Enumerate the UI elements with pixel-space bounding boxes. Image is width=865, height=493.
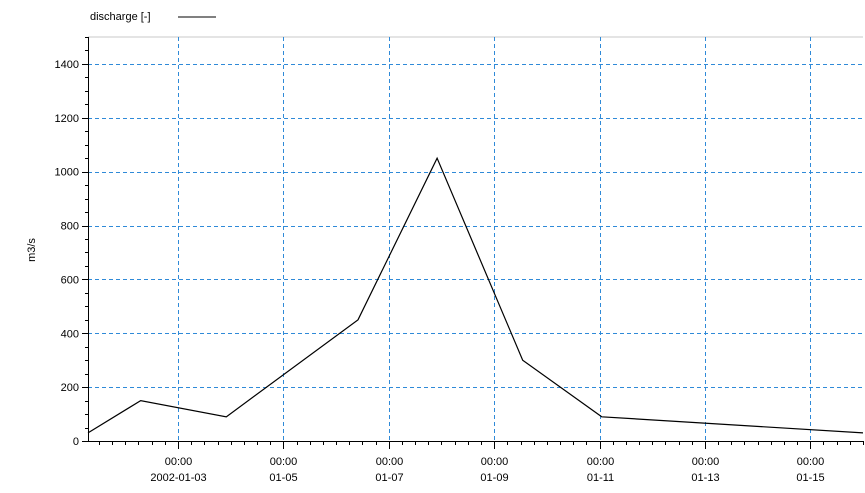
- x-tick-time-label: 00:00: [165, 456, 193, 468]
- x-tick-time-label: 00:00: [587, 456, 615, 468]
- y-tick-label: 1000: [55, 167, 79, 179]
- x-tick-date-label: 01-11: [587, 472, 614, 484]
- x-tick-date-label: 01-09: [480, 472, 508, 484]
- plot-area: 0 200 400 600 800 1000 1200 1400 00:00 2002-01-03…: [55, 36, 864, 484]
- x-tick-date-label: 2002-01-03: [150, 472, 206, 484]
- x-tick-date-label: 01-07: [375, 472, 403, 484]
- y-axis-label: m3/s: [26, 238, 38, 262]
- y-tick-label: 1200: [55, 113, 79, 125]
- x-tick-date-label: 01-05: [269, 472, 297, 484]
- x-tick-time-label: 00:00: [270, 456, 298, 468]
- y-tick-label: 600: [61, 274, 79, 286]
- series-line-discharge: [87, 156, 864, 434]
- y-tick-label: 0: [73, 436, 79, 448]
- x-tick-date-label: 01-13: [691, 472, 719, 484]
- x-tick-date-label: 01-15: [796, 472, 824, 484]
- x-tick-time-label: 00:00: [797, 456, 825, 468]
- legend-label: discharge [-]: [90, 11, 151, 23]
- legend: discharge [-]: [90, 11, 216, 23]
- y-tick-label: 1400: [55, 59, 79, 71]
- y-tick-label: 200: [61, 382, 79, 394]
- x-tick-time-label: 00:00: [376, 456, 404, 468]
- y-tick-label: 400: [61, 328, 79, 340]
- x-tick-time-label: 00:00: [692, 456, 720, 468]
- x-tick-time-label: 00:00: [481, 456, 509, 468]
- y-tick-label: 800: [61, 221, 79, 233]
